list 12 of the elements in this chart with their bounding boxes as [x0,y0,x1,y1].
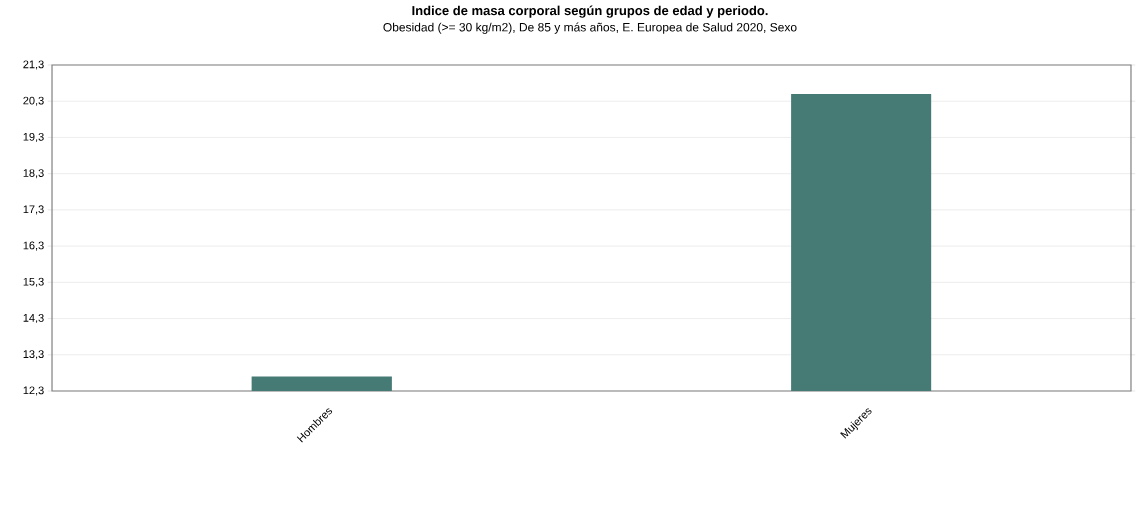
y-tick-label: 20,3 [23,96,44,106]
y-tick-label: 19,3 [23,132,44,142]
y-tick-label: 18,3 [23,169,44,179]
y-tick-label: 13,3 [23,350,44,360]
y-tick-label: 17,3 [23,205,44,215]
y-tick-label: 14,3 [23,314,44,324]
chart-subtitle: Obesidad (>= 30 kg/m2), De 85 y más años, E. Europea de Salud 2020, Sexo [383,22,797,34]
chart-title: Indice de masa corporal según grupos de edad y periodo. [412,5,768,18]
y-tick-label: 16,3 [23,241,44,251]
y-tick-label: 12,3 [23,386,44,396]
y-tick-label: 15,3 [23,277,44,287]
y-tick-label: 21,3 [23,60,44,70]
